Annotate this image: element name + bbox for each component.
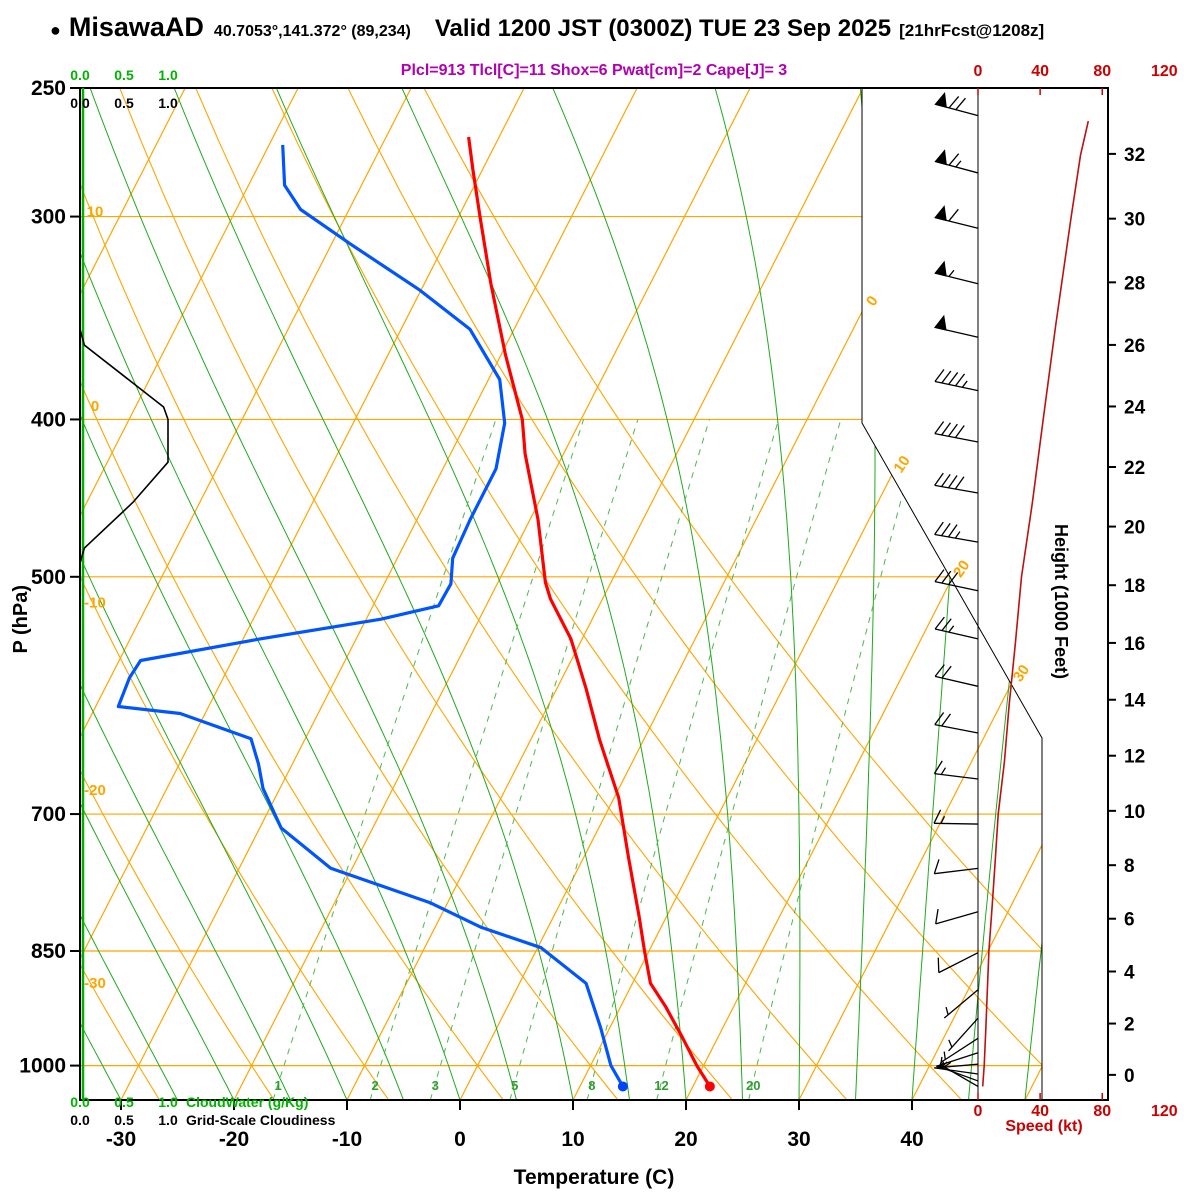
forecast-lead: [21hrFcst@1208z] — [899, 21, 1045, 40]
height-tick-label: 16 — [1124, 634, 1145, 655]
speed-axis-label: Speed (kt) — [1005, 1118, 1083, 1135]
cloudiness-scale-top: 0.0 — [70, 95, 90, 111]
temperature-tick-label: -10 — [332, 1128, 362, 1151]
cloudiness-scale-top: 1.0 — [158, 95, 178, 111]
cloudiness-scale-bottom: 1.0 — [158, 1112, 178, 1128]
cloudwater-legend: CloudWater (g/Kg) — [186, 1094, 308, 1110]
cloudiness-scale-bottom: 0.0 — [70, 1112, 90, 1128]
dry-adiabat-label: 10 — [87, 203, 104, 220]
mixing-ratio-label: 1 — [274, 1078, 281, 1093]
height-tick-label: 32 — [1124, 145, 1145, 166]
cloudwater-scale-top: 1.0 — [158, 67, 178, 83]
dry-adiabat-label: -10 — [84, 595, 106, 612]
height-tick-label: 4 — [1124, 963, 1135, 984]
mixing-ratio-label: 20 — [746, 1078, 760, 1093]
height-tick-label: 10 — [1124, 802, 1145, 823]
pressure-tick-label: 300 — [31, 206, 66, 229]
speed-tick-label-bottom: 40 — [1031, 1103, 1049, 1120]
station-marker-icon: ● — [50, 20, 61, 40]
cloudwater-scale-bottom: 1.0 — [158, 1094, 178, 1110]
wind-barbs — [933, 91, 979, 1088]
speed-tick-label-bottom: 120 — [1151, 1103, 1178, 1120]
cloudwater-scale-top: 0.5 — [114, 67, 134, 83]
height-axis-label: Height (1000 Feet) — [1051, 524, 1071, 680]
cloudwater-scale-bottom: 0.0 — [70, 1094, 90, 1110]
cloudiness-scale-bottom: 0.5 — [114, 1112, 134, 1128]
speed-tick-label-top: 80 — [1093, 63, 1111, 80]
mixing-ratio-label: 8 — [588, 1078, 595, 1093]
cloudwater-scale-bottom: 0.5 — [114, 1094, 134, 1110]
height-tick-label: 20 — [1124, 518, 1145, 539]
speed-tick-label-bottom: 80 — [1093, 1103, 1111, 1120]
pressure-tick-label: 700 — [31, 803, 66, 826]
station-name: MisawaAD — [68, 12, 204, 42]
cloudiness-legend: Grid-Scale Cloudiness — [186, 1112, 336, 1128]
temperature-tick-label: -30 — [106, 1128, 136, 1151]
mixing-ratio-label: 5 — [511, 1078, 518, 1093]
profiles — [79, 88, 1090, 1100]
dewpoint-surface-dot — [617, 1081, 628, 1092]
valid-time: Valid 1200 JST (0300Z) TUE 23 Sep 2025 — [434, 15, 892, 42]
dry-adiabat-label: 0 — [91, 398, 99, 415]
station-coordinates: 40.7053°,141.372° (89,234) — [213, 23, 411, 40]
height-tick-label: 0 — [1124, 1066, 1135, 1087]
height-tick-label: 8 — [1124, 856, 1135, 877]
skewt-background-grid — [80, 88, 1042, 1100]
isotherm-label: 10 — [890, 453, 913, 476]
height-tick-label: 22 — [1124, 458, 1145, 479]
mixing-ratio-label: 12 — [654, 1078, 668, 1093]
height-tick-label: 30 — [1124, 210, 1145, 231]
height-tick-label: 28 — [1124, 273, 1145, 294]
pressure-tick-label: 1000 — [19, 1055, 66, 1078]
height-tick-label: 26 — [1124, 336, 1145, 357]
pressure-tick-label: 850 — [31, 940, 66, 963]
speed-tick-label-top: 40 — [1031, 63, 1049, 80]
wind-speed-profile — [981, 120, 1090, 1087]
temperature-tick-label: 40 — [900, 1128, 923, 1151]
cloud-scales: 0.0 0.0 0.5 0.5 1.0 1.0 0.0 0.0 0.5 0.5 1.0 1.0 Clou… — [70, 67, 335, 1128]
height-tick-label: 18 — [1124, 576, 1145, 597]
mixing-ratio-label: 2 — [372, 1078, 379, 1093]
stability-indices: Plcl=913 Tlcl[C]=11 Shox=6 Pwat[cm]=2 Ca… — [400, 62, 788, 79]
temperature-tick-label: 30 — [787, 1128, 810, 1151]
height-tick-label: 24 — [1124, 397, 1146, 418]
temperature-tick-label: 0 — [454, 1128, 466, 1151]
temperature-tick-label: 10 — [561, 1128, 584, 1151]
pressure-tick-label: 500 — [31, 566, 66, 589]
dewpoint-profile — [116, 144, 625, 1088]
isotherm-label: 30 — [1010, 662, 1033, 685]
pressure-tick-label: 400 — [31, 408, 66, 431]
height-tick-label: 12 — [1124, 747, 1145, 768]
dry-adiabat-label: -30 — [84, 975, 106, 992]
speed-tick-label-top: 120 — [1151, 63, 1178, 80]
header: ● MisawaAD 40.7053°,141.372° (89,234) Va… — [50, 12, 1044, 43]
cloudiness-profile — [79, 88, 169, 1100]
mixing-ratio-label: 3 — [432, 1078, 439, 1093]
temperature-axis-label: Temperature (C) — [513, 1166, 675, 1189]
isotherm-label: 0 — [863, 293, 882, 310]
height-tick-label: 6 — [1124, 910, 1135, 931]
height-tick-label: 2 — [1124, 1015, 1135, 1036]
dry-adiabat-label: -20 — [84, 782, 106, 799]
cloudiness-scale-top: 0.5 — [114, 95, 134, 111]
cloudwater-scale-top: 0.0 — [70, 67, 90, 83]
speed-tick-label-bottom: 0 — [974, 1103, 983, 1120]
temperature-profile — [467, 136, 712, 1088]
temperature-tick-label: -20 — [219, 1128, 249, 1151]
temperature-surface-dot — [704, 1081, 715, 1092]
height-tick-label: 14 — [1124, 691, 1146, 712]
speed-tick-label-top: 0 — [974, 63, 983, 80]
temperature-tick-label: 20 — [674, 1128, 697, 1151]
pressure-tick-label: 250 — [31, 77, 66, 100]
